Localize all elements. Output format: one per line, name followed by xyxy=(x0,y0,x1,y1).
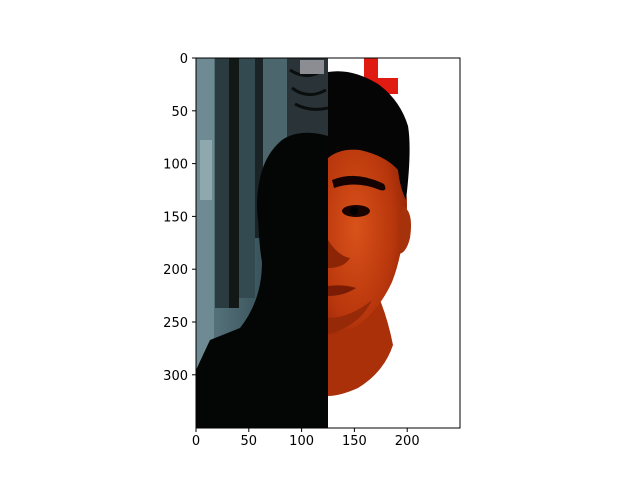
y-tick-label: 50 xyxy=(171,105,188,120)
y-tick-label: 150 xyxy=(163,210,188,225)
y-tick-label: 0 xyxy=(180,52,188,67)
left-photo-half xyxy=(196,58,329,428)
y-axis: 0 50 100 150 200 250 300 xyxy=(163,52,196,384)
x-tick-label: 150 xyxy=(342,434,367,449)
plotted-image xyxy=(196,58,460,428)
y-tick-label: 100 xyxy=(163,158,188,173)
x-tick-label: 200 xyxy=(395,434,420,449)
x-tick-label: 100 xyxy=(289,434,314,449)
axes-frame xyxy=(195,57,461,429)
y-tick-label: 200 xyxy=(163,263,188,278)
y-tick-label: 250 xyxy=(163,316,188,331)
y-tick-label: 300 xyxy=(163,369,188,384)
right-photo-half xyxy=(328,58,411,396)
x-axis: 0 50 100 150 200 xyxy=(192,428,420,449)
x-tick-label: 0 xyxy=(192,434,200,449)
x-tick-label: 50 xyxy=(241,434,258,449)
